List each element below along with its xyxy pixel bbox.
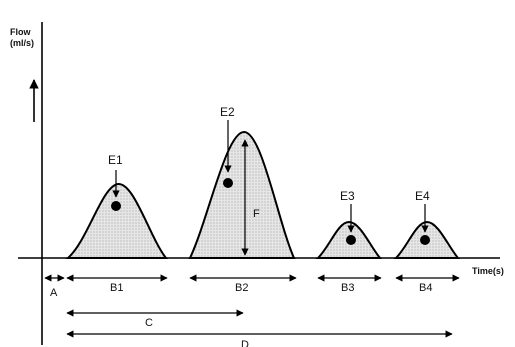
peak-b2 bbox=[188, 130, 296, 259]
y-axis-unit: (ml/s) bbox=[10, 38, 34, 48]
y-axis-label: Flow bbox=[10, 27, 31, 37]
interval-d-label: D bbox=[241, 339, 249, 347]
interval-b2-label: B2 bbox=[235, 282, 248, 294]
event-dot-e4 bbox=[420, 235, 430, 245]
interval-b3-label: B3 bbox=[341, 282, 354, 294]
peak-b1 bbox=[65, 183, 169, 259]
interval-a-label: A bbox=[50, 287, 58, 299]
interval-c-label: C bbox=[145, 317, 153, 329]
interval-b4-label: B4 bbox=[419, 282, 432, 294]
x-axis-label: Time(s) bbox=[472, 266, 504, 276]
event-dot-e1 bbox=[111, 201, 121, 211]
event-label-e4: E4 bbox=[415, 189, 430, 203]
event-label-e3: E3 bbox=[340, 189, 355, 203]
event-dot-e3 bbox=[346, 235, 356, 245]
event-label-e2: E2 bbox=[220, 105, 235, 119]
event-dot-e2 bbox=[223, 178, 233, 188]
interval-b1-label: B1 bbox=[110, 282, 123, 294]
peak-flow-label: F bbox=[253, 208, 260, 220]
event-label-e1: E1 bbox=[108, 153, 123, 167]
